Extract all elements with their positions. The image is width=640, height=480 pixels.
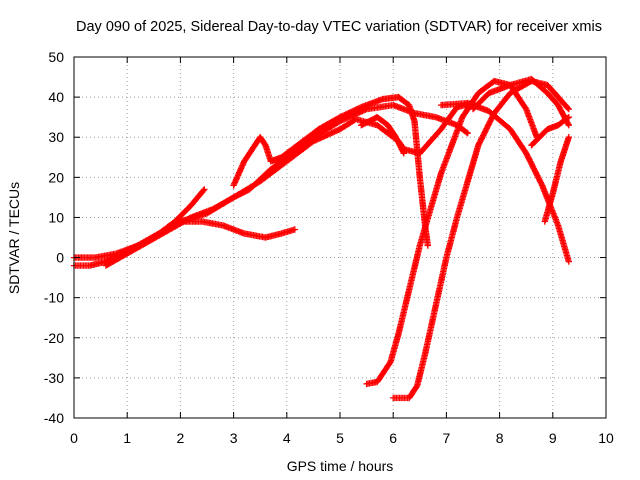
series-track-k (469, 75, 572, 129)
x-tick-label: 6 (389, 430, 397, 446)
x-tick-label: 10 (598, 430, 614, 446)
x-tick-label: 4 (283, 430, 291, 446)
series-track-l (541, 134, 572, 225)
x-axis-label: GPS time / hours (287, 458, 394, 474)
chart-title: Day 090 of 2025, Sidereal Day-to-day VTE… (76, 19, 602, 35)
y-tick-label: 50 (48, 49, 64, 65)
x-tick-label: 7 (443, 430, 451, 446)
y-axis-label: SDTVAR / TECUs (6, 182, 22, 294)
grid (74, 57, 606, 418)
x-tick-label: 5 (336, 430, 344, 446)
series-track-e (230, 93, 431, 249)
x-tick-label: 2 (177, 430, 185, 446)
data-markers (70, 75, 572, 402)
x-tick-label: 3 (230, 430, 238, 446)
data-point-markers (358, 114, 407, 157)
y-tick-label: 40 (48, 89, 64, 105)
data-point-markers (230, 93, 431, 249)
y-tick-label: 30 (48, 129, 64, 145)
x-tick-label: 8 (496, 430, 504, 446)
y-tick-label: 0 (56, 250, 64, 266)
series-track-h (363, 77, 540, 388)
series-track-f (437, 99, 572, 265)
y-tick-label: -30 (44, 370, 64, 386)
y-tick-label: 10 (48, 209, 64, 225)
y-tick-label: -10 (44, 290, 64, 306)
x-tick-label: 1 (123, 430, 131, 446)
y-tick-label: -20 (44, 330, 64, 346)
y-tick-label: -40 (44, 410, 64, 426)
data-point-markers (70, 218, 298, 261)
series-track-g (358, 114, 407, 157)
data-point-markers (469, 75, 572, 129)
axis-ticks: 0 1 2 3 4 5 6 7 8 9 10 -40 -30 -20 -10 0 10 20 30 40 50 (44, 49, 614, 446)
data-point-markers (541, 134, 572, 225)
data-point-markers (363, 77, 540, 388)
y-tick-label: 20 (48, 169, 64, 185)
data-point-markers (437, 99, 572, 265)
x-tick-label: 9 (549, 430, 557, 446)
series-track-b (70, 218, 298, 261)
x-tick-label: 0 (70, 430, 78, 446)
